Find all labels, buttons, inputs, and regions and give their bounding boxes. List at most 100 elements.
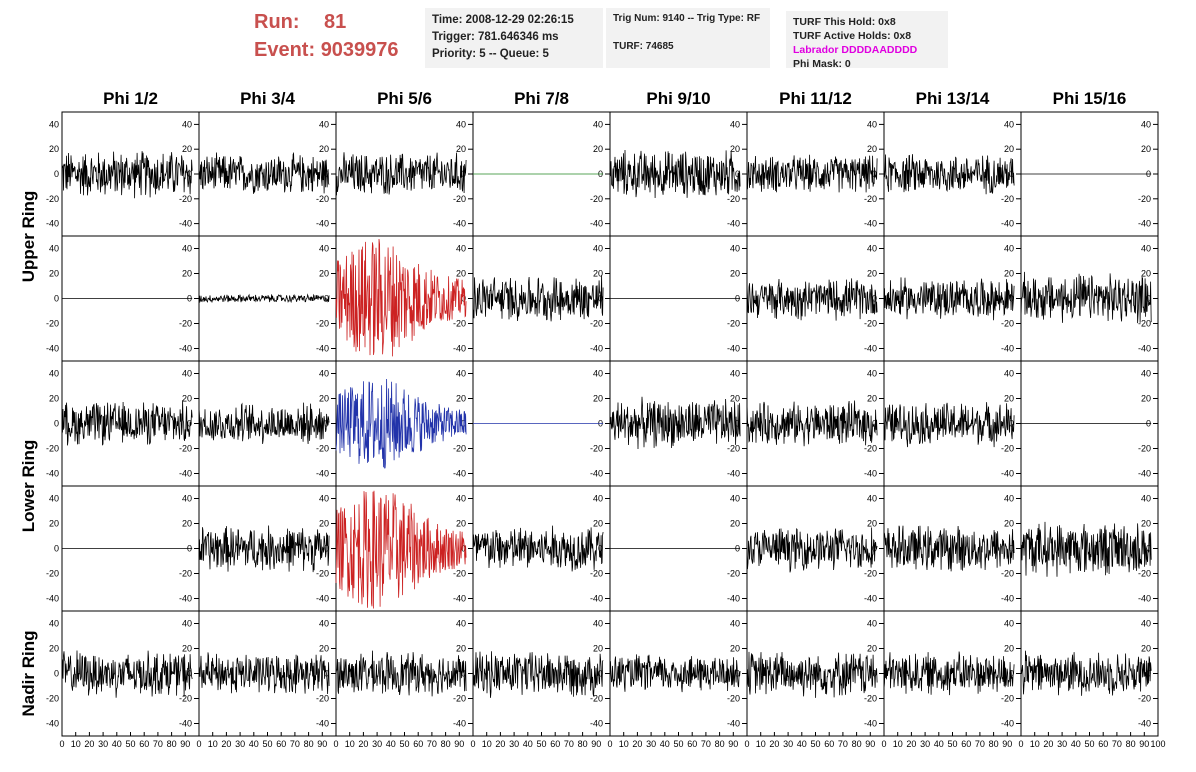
y-tick-label: 20: [456, 644, 466, 654]
x-tick-label: 80: [167, 739, 177, 749]
y-tick-label: -20: [453, 194, 466, 204]
y-tick-label: -20: [1138, 694, 1151, 704]
x-tick-label: 80: [441, 739, 451, 749]
y-tick-label: -40: [453, 719, 466, 729]
x-tick-label: 70: [701, 739, 711, 749]
y-tick-label: -40: [727, 719, 740, 729]
y-tick-label: 40: [49, 369, 59, 379]
y-tick-label: 20: [730, 519, 740, 529]
run-line: Run: 81: [254, 8, 399, 36]
trigger-text: Trigger: 781.646346 ms: [432, 31, 559, 43]
x-tick-label: 30: [235, 739, 245, 749]
y-tick-label: 20: [730, 144, 740, 154]
x-tick-label: 10: [619, 739, 629, 749]
x-tick-label: 10: [71, 739, 81, 749]
y-tick-label: -20: [1138, 444, 1151, 454]
y-tick-label: 0: [598, 669, 603, 679]
column-header: Phi 11/12: [779, 89, 852, 108]
x-tick-label: 90: [591, 739, 601, 749]
y-tick-label: -20: [453, 444, 466, 454]
y-tick-label: 40: [730, 244, 740, 254]
y-tick-label: -40: [1138, 719, 1151, 729]
y-tick-label: -40: [1138, 344, 1151, 354]
y-tick-label: -40: [1001, 469, 1014, 479]
x-tick-label: 70: [153, 739, 163, 749]
column-header: Phi 13/14: [916, 89, 990, 108]
x-tick-label: 90: [728, 739, 738, 749]
x-tick-label: 60: [413, 739, 423, 749]
x-tick-label: 20: [632, 739, 642, 749]
y-tick-label: -20: [453, 319, 466, 329]
x-tick-label: 0: [470, 739, 475, 749]
waveform-trace: [335, 238, 467, 357]
y-tick-label: 20: [1004, 519, 1014, 529]
x-tick-label: 40: [1071, 739, 1081, 749]
time-text: Time: 2008-12-29 02:26:15: [432, 14, 574, 26]
waveform-trace: [746, 400, 878, 447]
y-tick-label: -20: [316, 694, 329, 704]
y-tick-label: -40: [453, 469, 466, 479]
y-tick-label: 40: [1004, 119, 1014, 129]
y-tick-label: -40: [1001, 219, 1014, 229]
y-tick-label: 40: [319, 119, 329, 129]
y-tick-label: 20: [319, 394, 329, 404]
y-tick-label: -40: [179, 719, 192, 729]
waveform-trace: [883, 277, 1015, 321]
y-tick-label: -20: [727, 444, 740, 454]
turf-text: TURF: 74685: [613, 41, 674, 52]
y-tick-label: -40: [1138, 219, 1151, 229]
y-tick-label: 40: [182, 494, 192, 504]
time-info-box: Time: 2008-12-29 02:26:15 Trigger: 781.6…: [425, 8, 603, 68]
y-tick-label: 40: [593, 369, 603, 379]
y-tick-label: 20: [1004, 394, 1014, 404]
event-label: Event:: [254, 39, 316, 61]
y-tick-label: 20: [1141, 394, 1151, 404]
y-tick-label: -20: [590, 194, 603, 204]
x-tick-label: 0: [744, 739, 749, 749]
y-tick-label: 20: [867, 644, 877, 654]
priority-text: Priority: 5 -- Queue: 5: [432, 48, 549, 60]
y-tick-label: 20: [456, 519, 466, 529]
y-tick-label: 20: [730, 644, 740, 654]
x-tick-label: 60: [687, 739, 697, 749]
x-tick-label: 10: [893, 739, 903, 749]
y-tick-label: 40: [593, 494, 603, 504]
y-tick-label: 40: [456, 619, 466, 629]
y-tick-label: 20: [1004, 644, 1014, 654]
x-tick-label: 80: [304, 739, 314, 749]
waveform-trace: [198, 151, 330, 194]
x-tick-label: 10: [208, 739, 218, 749]
x-tick-label: 0: [196, 739, 201, 749]
x-tick-label: 20: [84, 739, 94, 749]
panel-frame: [472, 235, 611, 362]
y-tick-label: 20: [319, 144, 329, 154]
waveform-trace: [609, 396, 741, 450]
y-tick-label: -20: [179, 194, 192, 204]
y-tick-label: 0: [461, 294, 466, 304]
y-tick-label: -20: [727, 194, 740, 204]
y-tick-label: 20: [182, 269, 192, 279]
turf-info-box: TURF This Hold: 0x8 TURF Active Holds: 0…: [786, 11, 948, 70]
y-tick-label: 40: [49, 119, 59, 129]
x-tick-label: 80: [1126, 739, 1136, 749]
y-tick-label: -20: [1138, 194, 1151, 204]
x-tick-label: 60: [824, 739, 834, 749]
x-tick-label: 90: [1139, 739, 1149, 749]
y-tick-label: 20: [867, 269, 877, 279]
y-tick-label: 40: [1141, 369, 1151, 379]
x-tick-label: 10: [1030, 739, 1040, 749]
y-tick-label: 40: [867, 369, 877, 379]
y-tick-label: 40: [1141, 494, 1151, 504]
x-tick-label: 0: [881, 739, 886, 749]
y-tick-label: -40: [864, 469, 877, 479]
x-tick-label: 10: [756, 739, 766, 749]
y-tick-label: -20: [316, 319, 329, 329]
waveform-trace: [1020, 521, 1152, 577]
y-tick-label: 40: [730, 119, 740, 129]
y-tick-label: 40: [456, 494, 466, 504]
x-tick-label: 70: [838, 739, 848, 749]
y-tick-label: 40: [867, 494, 877, 504]
ring-label: Nadir Ring: [19, 631, 38, 717]
ring-label: Upper Ring: [19, 191, 38, 283]
x-tick-label: 90: [1002, 739, 1012, 749]
